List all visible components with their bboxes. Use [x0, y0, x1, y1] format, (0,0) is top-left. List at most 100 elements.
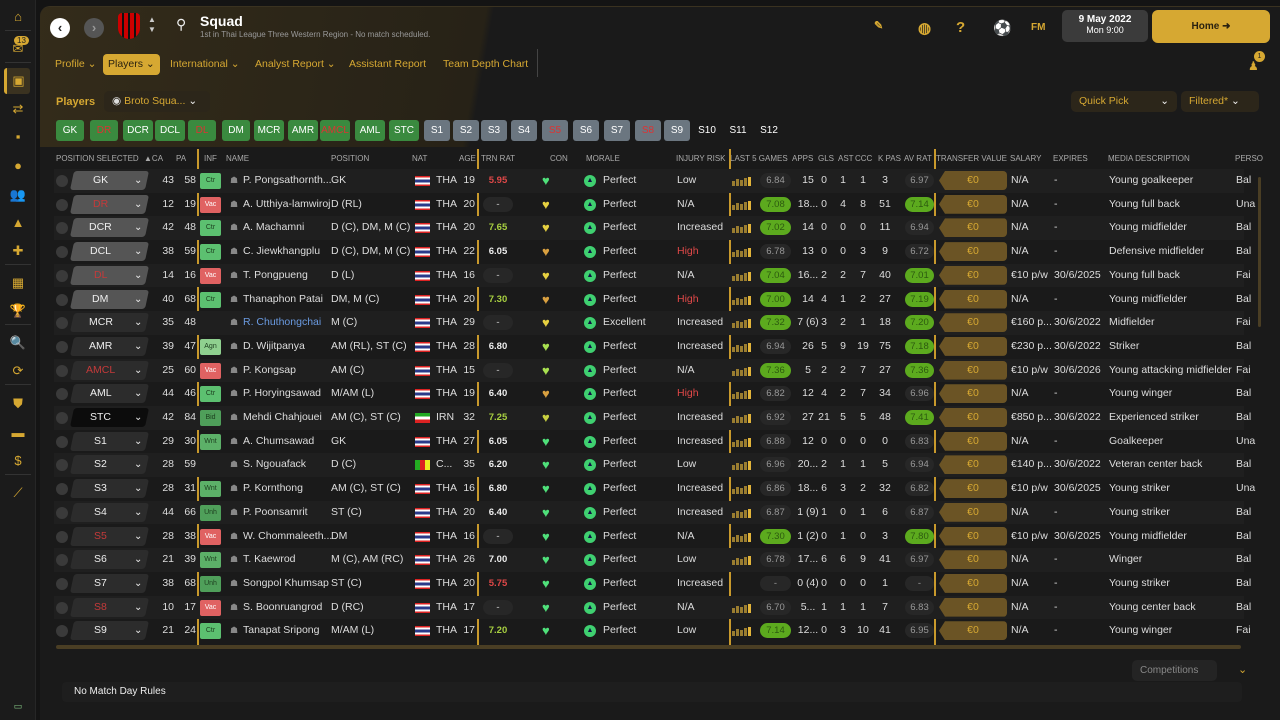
transfer-value[interactable]: €0 [939, 360, 1007, 380]
player-name[interactable]: P. Pongsathornth... [243, 174, 332, 186]
game-date[interactable]: 9 May 2022 Mon 9:00 [1062, 10, 1148, 42]
player-name[interactable]: Thanaphon Patai [243, 292, 323, 305]
forward-button[interactable]: › [84, 18, 104, 38]
select-checkbox[interactable] [56, 222, 68, 235]
transfer-value[interactable]: €0 [939, 502, 1007, 522]
filter-button[interactable]: Filtered* ⌄ [1181, 91, 1259, 112]
table-row[interactable]: S6 ⌄ 21 39 Wnt ☗ T. Kaewrod M (C), AM (RC) THA 26… [54, 548, 1251, 572]
tab-profile[interactable]: Profile ⌄ [55, 58, 97, 70]
football-icon[interactable]: ● [14, 158, 22, 173]
influence-badge[interactable]: Vac [200, 528, 221, 545]
transfer-value[interactable]: €0 [939, 526, 1007, 546]
help-icon[interactable]: ? [956, 19, 966, 36]
position-chip-amr[interactable]: AMR [288, 120, 318, 141]
tab-international[interactable]: International ⌄ [170, 58, 240, 70]
column-header[interactable]: POSITION [331, 154, 370, 163]
keyboard-icon[interactable]: ▭ [13, 701, 23, 711]
transfer-value[interactable]: €0 [939, 408, 1007, 427]
chevron-down-icon[interactable]: ⌄ [134, 530, 143, 542]
calendar-icon[interactable]: ▦ [11, 275, 25, 290]
edit-pencil-icon[interactable]: ✎ [874, 20, 884, 32]
player-name[interactable]: S. Boonruangrod [243, 600, 323, 613]
column-header[interactable]: GLS [818, 154, 835, 163]
column-header[interactable]: MEDIA DESCRIPTION [1108, 154, 1190, 163]
notifications-icon[interactable]: ♟ [1248, 59, 1259, 73]
position-chip-s11[interactable]: S11 [729, 125, 747, 136]
position-chip-stc[interactable]: STC [389, 120, 419, 141]
player-name[interactable]: T. Pongpueng [243, 268, 308, 281]
position-chip-s8[interactable]: S8 [635, 120, 661, 141]
column-header[interactable]: MORALE [586, 154, 620, 163]
tab-team-depth-chart[interactable]: Team Depth Chart [443, 58, 529, 70]
player-name[interactable]: P. Kornthong [243, 482, 303, 495]
select-checkbox[interactable] [56, 198, 68, 211]
tactics-icon[interactable]: ▪ [15, 129, 21, 144]
transfer-value[interactable]: €0 [939, 194, 1007, 214]
player-name[interactable]: A. Chumsawad [243, 434, 315, 447]
club-shield-icon[interactable]: ⛊ [13, 396, 23, 411]
transfer-value[interactable]: €0 [939, 218, 1007, 238]
player-name[interactable]: R. Chuthongchai [243, 316, 322, 329]
training-icon[interactable]: ▲ [11, 215, 25, 230]
transfer-value[interactable]: €0 [939, 242, 1007, 262]
transfer-value[interactable]: €0 [939, 313, 1007, 333]
table-row[interactable]: S9 ⌄ 21 24 Ctr ☗ Tanapat Sripong M/AM (L) THA 17 7… [54, 619, 1251, 643]
position-chip-dl[interactable]: DL [188, 120, 216, 141]
player-name[interactable]: D. Wijitpanya [243, 339, 305, 352]
home-icon[interactable]: ⌂ [14, 9, 22, 24]
position-chip-s9[interactable]: S9 [664, 120, 690, 141]
table-row[interactable]: AMCL ⌄ 25 60 Vac ☗ P. Kongsap AM (C) THA 15- ♥ ▲ Per… [54, 358, 1251, 383]
select-checkbox[interactable] [56, 601, 68, 614]
position-chip-aml[interactable]: AML [355, 120, 385, 141]
position-chip-gk[interactable]: GK [56, 120, 84, 141]
player-name[interactable]: P. Poonsamrit [243, 505, 308, 518]
select-checkbox[interactable] [56, 530, 68, 543]
influence-badge[interactable]: Wnt [200, 552, 221, 569]
back-button[interactable]: ‹ [50, 18, 70, 38]
select-checkbox[interactable] [56, 317, 68, 330]
position-chip-dm[interactable]: DM [222, 120, 250, 141]
position-chip-s2[interactable]: S2 [453, 120, 479, 141]
club-badge[interactable] [118, 13, 140, 39]
chevron-down-icon[interactable]: ⌄ [134, 293, 143, 305]
player-name[interactable]: P. Kongsap [243, 363, 296, 376]
select-checkbox[interactable] [56, 293, 68, 306]
chevron-down-icon[interactable]: ⌄ [134, 246, 143, 258]
quick-pick-button[interactable]: Quick Pick ⌄ [1071, 91, 1177, 112]
influence-badge[interactable]: Ctr [200, 173, 221, 189]
continue-home-button[interactable]: Home ➜ [1152, 10, 1270, 43]
column-header[interactable]: SALARY [1010, 154, 1042, 163]
refresh-icon[interactable]: ⟳ [12, 363, 24, 378]
chevron-down-icon[interactable]: ⌄ [134, 412, 143, 423]
chevron-down-icon[interactable]: ⌄ [134, 506, 143, 518]
globe-icon[interactable]: ◍ [918, 20, 932, 37]
squad-shirt-icon[interactable]: ▣ [4, 68, 30, 94]
tab-assistant-report[interactable]: Assistant Report [349, 58, 427, 70]
view-select[interactable]: ◉ Broto Squa... ⌄ [104, 91, 210, 112]
chevron-down-icon[interactable]: ⌄ [134, 175, 143, 186]
position-chip-s7[interactable]: S7 [604, 120, 630, 141]
horizontal-scrollbar[interactable] [56, 645, 1241, 649]
chevron-down-icon[interactable]: ⌄ [134, 388, 143, 400]
transfer-value[interactable]: €0 [939, 479, 1007, 499]
influence-badge[interactable]: Unh [200, 504, 221, 521]
influence-badge[interactable]: Vac [200, 196, 221, 213]
influence-badge[interactable]: Wnt [200, 481, 221, 498]
table-row[interactable]: S1 ⌄ 29 30 Wnt ☗ A. Chumsawad GK THA 27 6.05 ♥ ▲ Perf… [54, 430, 1255, 454]
football-icon[interactable]: ⚽ [993, 20, 1012, 37]
position-chip-s5[interactable]: S5 [542, 120, 568, 141]
trophy-icon[interactable]: 🏆 [9, 303, 27, 318]
player-name[interactable]: A. Machamni [243, 221, 305, 234]
table-row[interactable]: S2 ⌄ 28 59 ☗ S. Ngouafack D (C) C... 35 6.20 ♥ ▲ Per… [54, 453, 1251, 478]
search-icon[interactable]: ⚲ [176, 16, 187, 32]
transfer-value[interactable]: €0 [939, 550, 1007, 570]
position-chip-dcl[interactable]: DCL [155, 120, 185, 141]
column-header[interactable]: NAME [226, 154, 250, 163]
column-header[interactable]: NAT [412, 154, 428, 163]
position-chip-amcl[interactable]: AMCL [320, 120, 350, 141]
position-chip-dcr[interactable]: DCR [123, 120, 153, 141]
player-name[interactable]: Songpol Khumsap [243, 576, 329, 589]
table-row[interactable]: AMR ⌄ 39 47 Agn ☗ D. Wijitpanya AM (RL), ST (C)… [54, 335, 1251, 359]
chevron-down-icon[interactable]: ⌄ [1160, 95, 1169, 107]
player-name[interactable]: S. Ngouafack [243, 458, 307, 471]
